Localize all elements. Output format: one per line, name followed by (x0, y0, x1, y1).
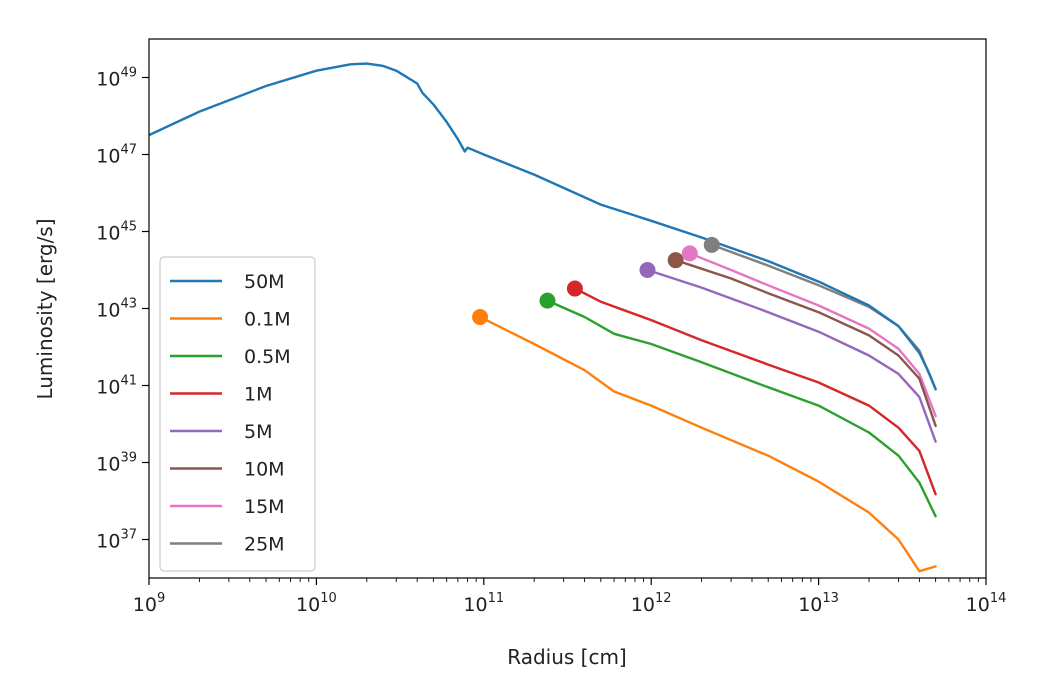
series-start-marker-1m (566, 280, 583, 297)
legend-label: 0.1M (244, 309, 291, 331)
legend-label: 0.5M (244, 346, 291, 368)
legend-box (159, 256, 316, 572)
series-start-marker-10m (667, 252, 684, 269)
series-line-0-1m (478, 315, 937, 573)
y-axis: 1037 1039 1041 1043 1045 1047 1049 (96, 66, 149, 553)
x-axis-label: Radius [cm] (507, 645, 627, 669)
y-tick-label: 1049 (96, 66, 137, 91)
series-start-marker-0-1m (472, 309, 489, 326)
legend-label: 15M (244, 496, 285, 518)
legend-label: 10M (244, 459, 285, 481)
series-line-15m (688, 252, 937, 418)
series-start-marker-5m (639, 262, 656, 278)
series-line-50m (149, 62, 937, 391)
y-tick-label: 1043 (96, 297, 137, 322)
series-start-marker-25m (703, 236, 720, 253)
legend-label: 25M (244, 534, 285, 556)
y-tick-label: 1045 (96, 220, 137, 245)
legend-label: 50M (244, 271, 285, 293)
series-start-marker-0-5m (539, 292, 556, 309)
y-tick-label: 1037 (96, 528, 137, 553)
x-tick-label: 1014 (966, 591, 1007, 616)
x-tick-label: 1013 (798, 591, 839, 616)
y-tick-label: 1047 (96, 143, 137, 168)
y-axis-label: Luminosity [erg/s] (33, 218, 57, 399)
x-tick-label: 1010 (296, 591, 337, 616)
x-tick-label: 1012 (631, 591, 672, 616)
legend: 50M 0.1M 0.5M 1M 5M 10M 15M 25M (159, 256, 316, 572)
series-line-10m (674, 259, 937, 427)
series-line-0-5m (546, 299, 937, 518)
legend-label: 1M (244, 384, 272, 406)
series-layer (149, 62, 937, 573)
marker-layer (472, 236, 720, 326)
y-tick-label: 1039 (96, 451, 137, 476)
series-line-5m (646, 268, 937, 443)
x-tick-label: 109 (133, 591, 165, 616)
x-tick-label: 1011 (463, 591, 504, 616)
x-axis: 109 1010 1011 1012 1013 1014 (133, 578, 1007, 616)
y-tick-label: 1041 (96, 374, 137, 399)
legend-label: 5M (244, 421, 272, 443)
series-line-1m (573, 287, 937, 496)
series-start-marker-15m (681, 245, 698, 262)
